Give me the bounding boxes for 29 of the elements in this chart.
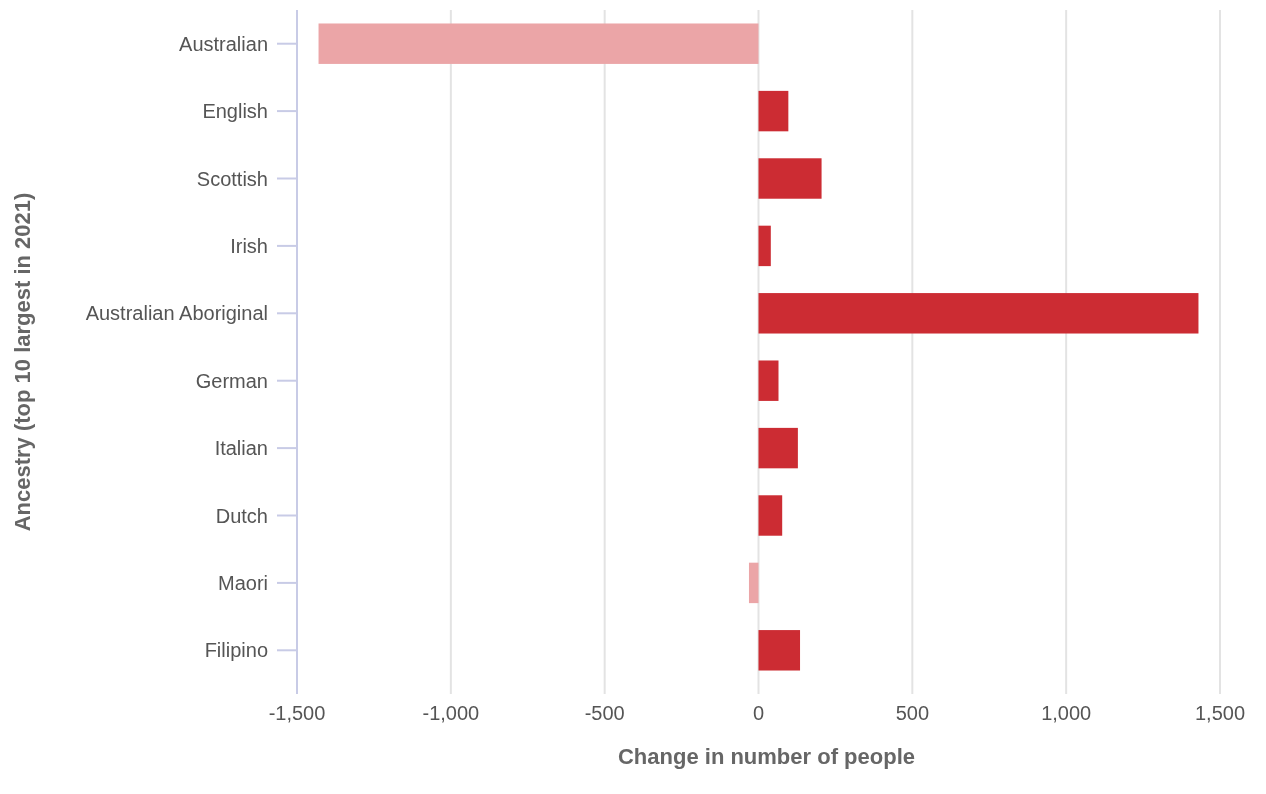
y-tick-label: Italian xyxy=(214,437,268,460)
x-tick-label: 1,000 xyxy=(1041,702,1092,724)
y-tick-label: Dutch xyxy=(215,504,268,527)
bar xyxy=(758,90,789,132)
bar xyxy=(758,158,822,199)
y-axis-title: Ancestry (top 10 largest in 2021) xyxy=(10,192,35,532)
bar xyxy=(758,630,801,671)
x-tick-label: -1,000 xyxy=(422,702,480,724)
bar xyxy=(758,293,1199,334)
y-tick-label: German xyxy=(195,369,268,392)
y-tick-label: Australian xyxy=(179,32,268,55)
bar xyxy=(758,427,798,469)
y-tick-label: Scottish xyxy=(196,167,268,190)
y-tick-label: Filipino xyxy=(204,639,268,662)
x-tick-label: 500 xyxy=(895,702,930,724)
x-tick-label: 1,500 xyxy=(1194,702,1246,724)
y-tick-label: Australian Aboriginal xyxy=(85,302,268,325)
y-tick-label: Irish xyxy=(230,234,268,257)
bar xyxy=(318,23,759,64)
x-tick-label: -500 xyxy=(584,702,625,724)
y-tick-label: English xyxy=(202,100,268,123)
bar xyxy=(748,562,759,604)
bar xyxy=(758,360,779,401)
bar xyxy=(758,225,771,267)
bar xyxy=(758,495,783,536)
x-axis-title: Change in number of people xyxy=(617,744,916,769)
x-tick-label: 0 xyxy=(752,702,765,724)
x-tick-label: -1,500 xyxy=(268,702,326,724)
y-tick-label: Maori xyxy=(217,571,268,594)
